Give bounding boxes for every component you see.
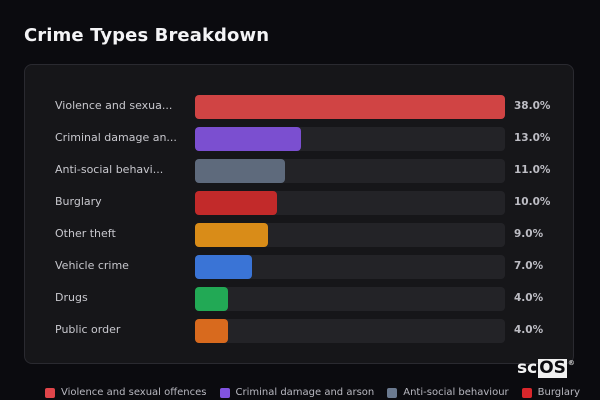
- bar-value: 4.0%: [514, 292, 544, 304]
- bar-track: [195, 127, 505, 151]
- legend-label: Violence and sexual offences: [61, 387, 207, 398]
- bar-track: [195, 191, 505, 215]
- bar-label: Violence and sexua...: [55, 99, 173, 112]
- bar-fill[interactable]: [195, 287, 228, 311]
- bar-track: [195, 95, 505, 119]
- bar-fill[interactable]: [195, 127, 302, 151]
- bar-row[interactable]: Burglary 10.0%: [25, 191, 573, 215]
- bar-label: Anti-social behavi...: [55, 163, 164, 176]
- bar-value: 7.0%: [514, 260, 544, 272]
- logo-text-os: OS: [538, 358, 567, 378]
- bar-value: 38.0%: [514, 100, 551, 112]
- legend-label: Burglary: [537, 387, 581, 398]
- chart-legend: Violence and sexual offences Criminal da…: [45, 387, 593, 398]
- bar-fill[interactable]: [195, 319, 228, 343]
- bar-fill[interactable]: [195, 255, 253, 279]
- bar-label: Criminal damage an...: [55, 131, 177, 144]
- bar-value: 9.0%: [514, 228, 544, 240]
- bar-label: Vehicle crime: [55, 259, 129, 272]
- bar-value: 4.0%: [514, 324, 544, 336]
- legend-swatch-icon: [387, 387, 398, 398]
- bar-row[interactable]: Anti-social behavi... 11.0%: [25, 159, 573, 183]
- legend-item[interactable]: Violence and sexual offences: [45, 387, 207, 398]
- scos-logo: sc OS ®: [517, 359, 575, 378]
- bar-row[interactable]: Drugs 4.0%: [25, 287, 573, 311]
- bar-track: [195, 223, 505, 247]
- legend-swatch-icon: [521, 387, 532, 398]
- bar-row[interactable]: Vehicle crime 7.0%: [25, 255, 573, 279]
- bar-label: Other theft: [55, 227, 116, 240]
- bar-fill[interactable]: [195, 223, 269, 247]
- bar-row[interactable]: Criminal damage an... 13.0%: [25, 127, 573, 151]
- legend-item[interactable]: Criminal damage and arson: [219, 387, 375, 398]
- bar-value: 10.0%: [514, 196, 551, 208]
- bar-track: [195, 319, 505, 343]
- bar-row[interactable]: Public order 4.0%: [25, 319, 573, 343]
- bar-row[interactable]: Violence and sexua... 38.0%: [25, 95, 573, 119]
- bar-fill[interactable]: [195, 191, 277, 215]
- page-title: Crime Types Breakdown: [24, 25, 270, 46]
- legend-swatch-icon: [45, 387, 55, 398]
- legend-label: Criminal damage and arson: [235, 387, 375, 398]
- bar-value: 11.0%: [514, 164, 551, 176]
- legend-item[interactable]: Burglary: [521, 387, 581, 398]
- logo-text-sc: sc: [517, 358, 538, 378]
- bar-track: [195, 255, 505, 279]
- legend-label: Anti-social behaviour: [403, 387, 509, 398]
- bar-track: [195, 287, 505, 311]
- bar-fill[interactable]: [195, 159, 285, 183]
- bar-track: [195, 159, 505, 183]
- chart-card: Violence and sexua... 38.0% Criminal dam…: [24, 64, 574, 364]
- bar-row[interactable]: Other theft 9.0%: [25, 223, 573, 247]
- bar-fill[interactable]: [195, 95, 505, 119]
- registered-mark-icon: ®: [567, 359, 575, 367]
- bar-label: Drugs: [55, 291, 88, 304]
- bar-label: Burglary: [55, 195, 102, 208]
- bar-label: Public order: [55, 323, 121, 336]
- bar-value: 13.0%: [514, 132, 551, 144]
- legend-swatch-icon: [219, 387, 230, 398]
- legend-item[interactable]: Anti-social behaviour: [387, 387, 509, 398]
